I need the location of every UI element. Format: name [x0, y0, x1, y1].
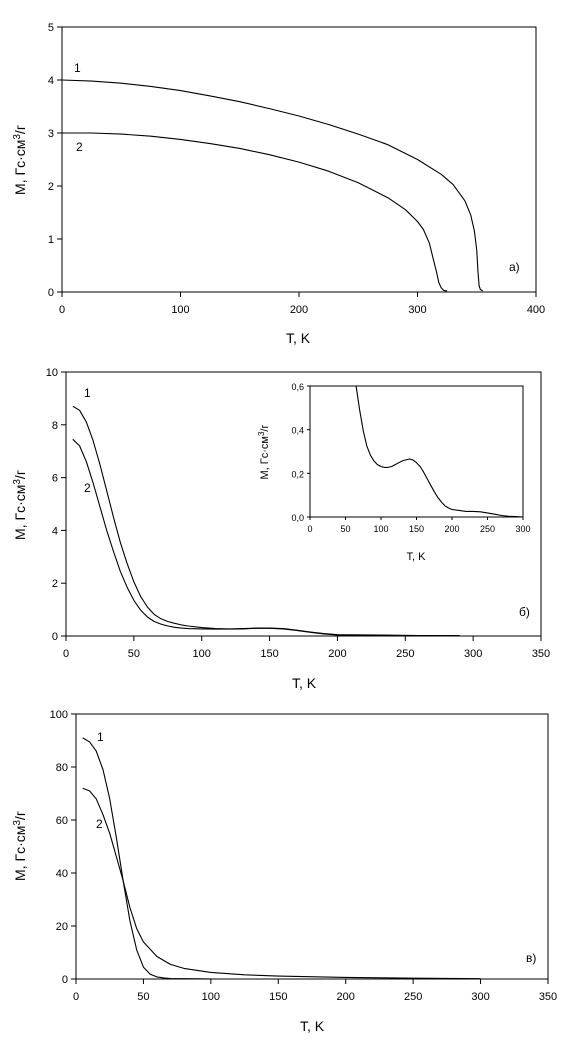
y-tick-label: 2	[48, 181, 54, 193]
panel-label: в)	[526, 951, 536, 965]
y-tick-label: 0,6	[291, 382, 304, 392]
x-tick-label: 250	[404, 991, 422, 1003]
y-axis-ticks: 0 1 2 3 4 5	[48, 22, 62, 299]
inset-curve	[355, 385, 524, 518]
curves	[72, 405, 460, 637]
x-tick-label: 100	[373, 524, 388, 534]
y-tick-label: 100	[50, 709, 68, 721]
y-axis-title: M, Гс·см3/г	[12, 470, 29, 540]
y-tick-label: 0,2	[291, 469, 304, 479]
x-tick-label: 0	[59, 304, 65, 316]
inset-series-line	[355, 385, 524, 518]
x-tick-label: 50	[128, 648, 140, 660]
y-tick-label: 4	[52, 525, 58, 537]
x-tick-label: 100	[193, 648, 211, 660]
y-tick-label: 3	[48, 128, 54, 140]
plot-frame	[65, 371, 542, 637]
series-line-1	[82, 737, 211, 980]
panel-label: а)	[509, 260, 520, 274]
y-tick-label: 6	[52, 473, 58, 485]
inset-y-axis-ticks: 0,0 0,2 0,4 0,6	[291, 382, 310, 523]
x-axis-ticks: 0 50 100 150 200 250 300 350	[73, 979, 557, 1003]
x-tick-label: 200	[444, 524, 459, 534]
curve-label-2: 2	[84, 481, 91, 495]
chart-panel-b: 0 2 4 6 8 10 0 50 100 150 200 250 300 350 1 2 б) T, …	[12, 367, 551, 691]
x-tick-label: 0	[307, 524, 312, 534]
curve-label-1: 1	[84, 386, 91, 400]
y-axis-ticks: 0 20 40 60 80 100	[50, 709, 76, 986]
x-tick-label: 300	[408, 304, 426, 316]
chart-panel-a: 0 1 2 3 4 5 0 100 200 300 400 1 2 а) T, K M, Гс·с…	[12, 22, 546, 346]
x-tick-label: 100	[202, 991, 220, 1003]
inset-x-axis-ticks: 0 50 100 150 200 250 300	[307, 517, 531, 534]
chart-panel-c: 0 20 40 60 80 100 0 50 100 150 200 250 300 350 1 2 в…	[12, 709, 558, 1034]
x-tick-label: 350	[532, 648, 550, 660]
y-tick-label: 1	[48, 234, 54, 246]
series-line-1	[61, 79, 483, 292]
y-tick-label: 10	[46, 367, 58, 379]
y-tick-label: 0,0	[291, 513, 304, 523]
y-tick-label: 4	[48, 75, 54, 87]
x-axis-ticks: 0 50 100 150 200 250 300 350	[63, 636, 550, 660]
x-axis-title: T, K	[292, 675, 317, 691]
y-tick-label: 0	[62, 974, 68, 986]
y-axis-ticks: 0 2 4 6 8 10	[46, 367, 66, 643]
x-tick-label: 300	[515, 524, 530, 534]
y-tick-label: 0,4	[291, 426, 304, 436]
x-tick-label: 250	[480, 524, 495, 534]
x-tick-label: 200	[328, 648, 346, 660]
y-tick-label: 20	[56, 921, 68, 933]
x-tick-label: 200	[337, 991, 355, 1003]
inset-frame	[309, 385, 524, 518]
curve-label-1: 1	[74, 61, 81, 75]
y-tick-label: 80	[56, 762, 68, 774]
y-tick-label: 5	[48, 22, 54, 34]
curve-label-2: 2	[96, 817, 103, 831]
series-line-2	[82, 787, 481, 980]
x-axis-ticks: 0 100 200 300 400	[59, 292, 545, 316]
x-tick-label: 0	[63, 648, 69, 660]
y-tick-label: 2	[52, 578, 58, 590]
y-axis-title: M, Гс·см3/г	[12, 125, 29, 195]
panel-label: б)	[519, 605, 530, 619]
inset-x-axis-title: T, K	[407, 551, 427, 563]
x-tick-label: 150	[260, 648, 278, 660]
curves	[82, 737, 481, 980]
x-axis-title: T, K	[300, 1018, 325, 1034]
x-tick-label: 200	[290, 304, 308, 316]
y-axis-title: M, Гс·см3/г	[12, 811, 29, 881]
x-tick-label: 150	[409, 524, 424, 534]
x-tick-label: 300	[471, 991, 489, 1003]
y-tick-label: 0	[52, 631, 58, 643]
x-tick-label: 50	[137, 991, 149, 1003]
x-tick-label: 100	[171, 304, 189, 316]
x-tick-label: 250	[396, 648, 414, 660]
series-line-2	[62, 132, 448, 292]
y-tick-label: 0	[48, 287, 54, 299]
curves	[61, 79, 483, 292]
x-tick-label: 300	[464, 648, 482, 660]
x-axis-title: T, K	[286, 330, 311, 346]
inset-chart: 0,0 0,2 0,4 0,6 0 50 100 150 200 250 300 T, K M, …	[257, 382, 531, 563]
plot-frame	[75, 713, 549, 980]
y-tick-label: 40	[56, 868, 68, 880]
plot-frame	[61, 26, 537, 293]
series-line-2	[72, 438, 460, 637]
y-tick-label: 8	[52, 420, 58, 432]
inset-y-axis-title: M, Гс·см3/г	[257, 425, 272, 480]
x-tick-label: 50	[340, 524, 350, 534]
x-tick-label: 400	[527, 304, 545, 316]
x-tick-label: 350	[539, 991, 557, 1003]
x-tick-label: 150	[269, 991, 287, 1003]
curve-label-1: 1	[97, 730, 104, 744]
x-tick-label: 0	[73, 991, 79, 1003]
y-tick-label: 60	[56, 815, 68, 827]
curve-label-2: 2	[76, 140, 83, 154]
